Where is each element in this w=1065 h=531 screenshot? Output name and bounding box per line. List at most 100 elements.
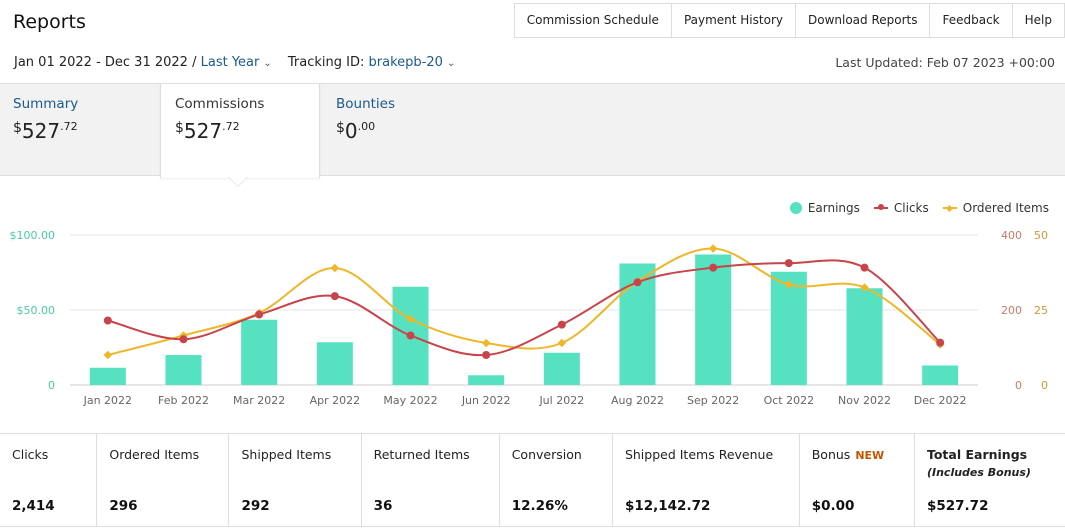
tracking-id-value[interactable]: brakepb-20 [368, 55, 443, 70]
stat-returned-items: Returned Items 36 [362, 434, 500, 526]
amount-cents: .72 [60, 120, 78, 133]
ordered-axis-tick: 50 [1034, 229, 1048, 242]
legend-clicks[interactable]: Clicks [873, 201, 929, 215]
amount-cents: .72 [222, 120, 240, 133]
stat-value: $0.00 [811, 498, 855, 514]
date-separator: / [192, 55, 197, 70]
ordered-axis-tick: 0 [1041, 379, 1048, 392]
clicks-point [784, 259, 793, 268]
clicks-point [936, 338, 945, 347]
date-range: Jan 01 2022 - Dec 31 2022 [14, 55, 188, 70]
ordered-items-line [107, 247, 941, 356]
earnings-bar [89, 367, 126, 385]
x-axis-tick-label: Dec 2022 [914, 394, 967, 407]
last-updated: Last Updated: Feb 07 2023 +00:00 [835, 55, 1055, 70]
clicks-point [406, 331, 415, 340]
currency-symbol: $ [175, 120, 184, 136]
clicks-point [633, 278, 642, 287]
legend-ordered[interactable]: Ordered Items [942, 201, 1049, 215]
x-axis-tick-label: Apr 2022 [310, 394, 361, 407]
stat-label: Bonus NEW [812, 447, 884, 462]
earnings-bar [468, 375, 505, 385]
x-axis-tick-label: Aug 2022 [611, 394, 664, 407]
earnings-axis-tick: 0 [48, 379, 55, 392]
stat-value: 292 [241, 498, 270, 514]
filter-row: Jan 01 2022 - Dec 31 2022 / Last Year ⌄ T… [14, 55, 455, 70]
stats-bar: Clicks 2,414 Ordered Items 296 Shipped I… [0, 433, 1065, 527]
period-label[interactable]: Last Year [200, 55, 260, 70]
earnings-bar [922, 365, 959, 385]
earnings-bar [316, 342, 353, 385]
bonus-label: Bonus [811, 447, 851, 462]
stat-label: Conversion [511, 447, 582, 462]
tab-commissions-label[interactable]: Commissions [175, 96, 265, 112]
currency-symbol: $ [13, 120, 22, 136]
ordered-items-point [708, 244, 718, 253]
stat-clicks: Clicks 2,414 [0, 434, 98, 526]
stat-label: Shipped Items Revenue [624, 447, 774, 462]
ordered-items-point [406, 314, 415, 324]
top-nav: Commission Schedule Payment History Down… [513, 3, 1065, 38]
legend-earnings-label[interactable]: Earnings [807, 201, 860, 215]
ordered-axis-tick: 25 [1034, 304, 1048, 317]
clicks-axis-tick: 0 [1015, 379, 1022, 392]
tab-commissions[interactable]: Commissions $527.72 [160, 84, 320, 178]
clicks-point [482, 351, 491, 359]
commission-schedule-button[interactable]: Commission Schedule [515, 4, 672, 37]
chevron-down-icon[interactable]: ⌄ [263, 58, 272, 69]
stat-value: 12.26% [511, 498, 568, 514]
tab-summary[interactable]: Summary $527.72 [13, 84, 78, 175]
x-axis-tick-label: Jul 2022 [538, 394, 584, 407]
stat-label: Shipped Items [241, 447, 332, 462]
clicks-line [107, 259, 941, 357]
earnings-bar [543, 352, 580, 385]
help-button[interactable]: Help [1013, 4, 1065, 37]
legend-earnings[interactable]: Earnings [789, 201, 860, 215]
earnings-bar [165, 355, 202, 385]
ordered-items-point [860, 283, 869, 292]
stat-ordered-items: Ordered Items 296 [97, 434, 230, 526]
clicks-axis-tick: 400 [1001, 229, 1022, 242]
chart-legend: Earnings Clicks Ordered Items [776, 201, 1049, 215]
tab-bounties[interactable]: Bounties $0.00 [336, 84, 395, 175]
legend-ordered-label[interactable]: Ordered Items [962, 201, 1049, 215]
stat-label: Clicks [12, 447, 49, 462]
clicks-point [103, 316, 112, 325]
total-label: Total Earnings [926, 447, 1028, 462]
x-axis-tick-label: Mar 2022 [233, 394, 285, 407]
tab-summary-label[interactable]: Summary [13, 96, 79, 112]
clicks-point [709, 263, 718, 272]
clicks-point [860, 263, 869, 272]
x-axis-tick-label: Feb 2022 [158, 394, 209, 407]
clicks-swatch-icon [873, 204, 888, 210]
tracking-id-dropdown[interactable]: brakepb-20 ⌄ [369, 55, 456, 70]
clicks-point [330, 292, 339, 301]
stat-total-earnings: Total Earnings (Includes Bonus) $527.72 [915, 434, 1065, 526]
download-reports-button[interactable]: Download Reports [796, 4, 931, 37]
stat-value: $527.72 [926, 498, 989, 514]
amount-dollars: 527 [21, 119, 61, 143]
tab-bounties-label[interactable]: Bounties [336, 96, 396, 112]
amount-dollars: 527 [183, 119, 223, 143]
ordered-items-point [557, 338, 567, 348]
tab-summary-amount: $527.72 [13, 119, 78, 143]
earnings-swatch-icon [789, 202, 802, 214]
stat-value: $12,142.72 [624, 498, 711, 514]
stat-shipped-revenue: Shipped Items Revenue $12,142.72 [613, 434, 800, 526]
x-axis-tick-label: May 2022 [383, 394, 437, 407]
earnings-axis-tick: $100.00 [10, 229, 56, 242]
stat-label: Total Earnings (Includes Bonus) [927, 447, 1031, 479]
amount-cents: .00 [357, 120, 376, 133]
chevron-down-icon[interactable]: ⌄ [446, 58, 456, 69]
period-dropdown[interactable]: Last Year ⌄ [201, 55, 272, 70]
new-badge: NEW [855, 449, 885, 462]
feedback-button[interactable]: Feedback [930, 4, 1013, 37]
earnings-chart: $100.00 $50.00 0 400 200 0 50 25 0 Jan 2022 Feb 20… [10, 229, 1049, 407]
tab-bounties-amount: $0.00 [336, 119, 395, 143]
payment-history-button[interactable]: Payment History [672, 4, 796, 37]
clicks-point [255, 310, 264, 319]
amount-dollars: 0 [344, 119, 358, 143]
legend-clicks-label[interactable]: Clicks [893, 201, 929, 215]
ordered-items-point [330, 263, 340, 273]
stat-value: 2,414 [12, 498, 55, 514]
